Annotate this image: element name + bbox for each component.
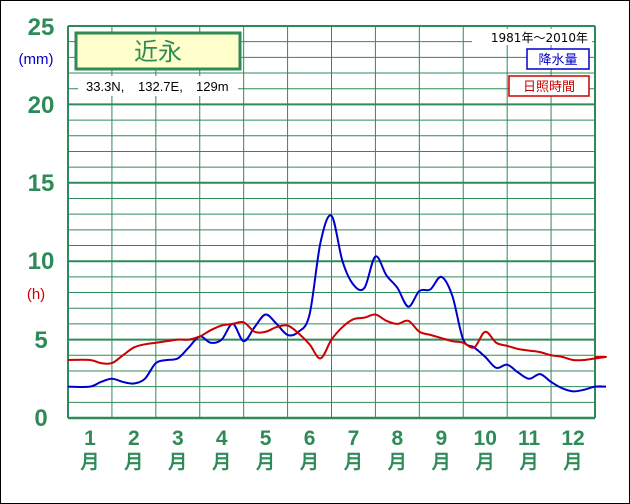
legend-precip-box (526, 48, 590, 70)
x-tick-suffix-3: 月 (167, 451, 187, 473)
x-tick-label-2: 2 (128, 427, 140, 450)
x-tick-suffix-1: 月 (79, 451, 99, 473)
x-tick-label-4: 4 (216, 427, 228, 450)
station-name-box (74, 31, 242, 71)
station-elevation: 129m (196, 79, 229, 94)
precip-line (67, 214, 607, 393)
station-lon: 132.7E, (138, 79, 183, 94)
station-info-bg (78, 76, 238, 96)
y-tick-labels: 25 20 15 10 5 0 (28, 14, 55, 432)
x-tick-label-10: 10 (474, 427, 497, 450)
x-tick-suffix-9: 月 (431, 451, 451, 473)
x-tick-label-3: 3 (172, 427, 184, 450)
station-lat: 33.3N, (86, 79, 124, 94)
x-tick-suffix-10: 月 (475, 451, 495, 473)
x-tick-suffix-8: 月 (387, 451, 407, 473)
x-tick-suffix-12: 月 (563, 451, 583, 473)
station-box: 近永 (74, 31, 242, 71)
period-label: 1981年〜2010年 (491, 31, 588, 45)
x-tick-label-7: 7 (348, 427, 360, 450)
legend-sunshine-box (508, 75, 590, 97)
x-tick-label-9: 9 (435, 427, 447, 450)
y-tick-label-0: 0 (34, 405, 47, 432)
x-tick-suffix-11: 月 (519, 451, 539, 473)
x-tick-suffix-5: 月 (255, 451, 275, 473)
period-bg (472, 29, 592, 45)
grid (67, 25, 596, 420)
x-tick-label-12: 12 (561, 427, 584, 450)
y-tick-label-15: 15 (28, 170, 55, 197)
station-info: 33.3N, 132.7E, 129m (78, 76, 238, 96)
x-tick-label-5: 5 (260, 427, 272, 450)
x-tick-label-1: 1 (84, 427, 96, 450)
y-tick-label-25: 25 (28, 14, 55, 41)
x-tick-suffix-7: 月 (343, 451, 363, 473)
y-tick-label-5: 5 (34, 327, 47, 354)
x-tick-label-6: 6 (304, 427, 316, 450)
sunshine-line (67, 313, 607, 365)
y-tick-label-20: 20 (28, 92, 55, 119)
legend: 1981年〜2010年 降水量 日照時間 (472, 29, 592, 97)
x-tick-suffix-2: 月 (123, 451, 143, 473)
x-tick-label-11: 11 (518, 427, 541, 450)
x-tick-label-8: 8 (392, 427, 404, 450)
station-name: 近永 (134, 38, 182, 66)
y-tick-label-10: 10 (28, 248, 55, 275)
precip-unit-label: (mm) (19, 51, 54, 68)
x-tick-suffix-4: 月 (211, 451, 231, 473)
x-tick-suffix-6: 月 (299, 451, 319, 473)
series-lines (67, 214, 607, 393)
legend-precip: 降水量 (538, 53, 577, 68)
legend-sunshine: 日照時間 (523, 80, 575, 95)
sunshine-unit-label: (h) (27, 286, 45, 303)
